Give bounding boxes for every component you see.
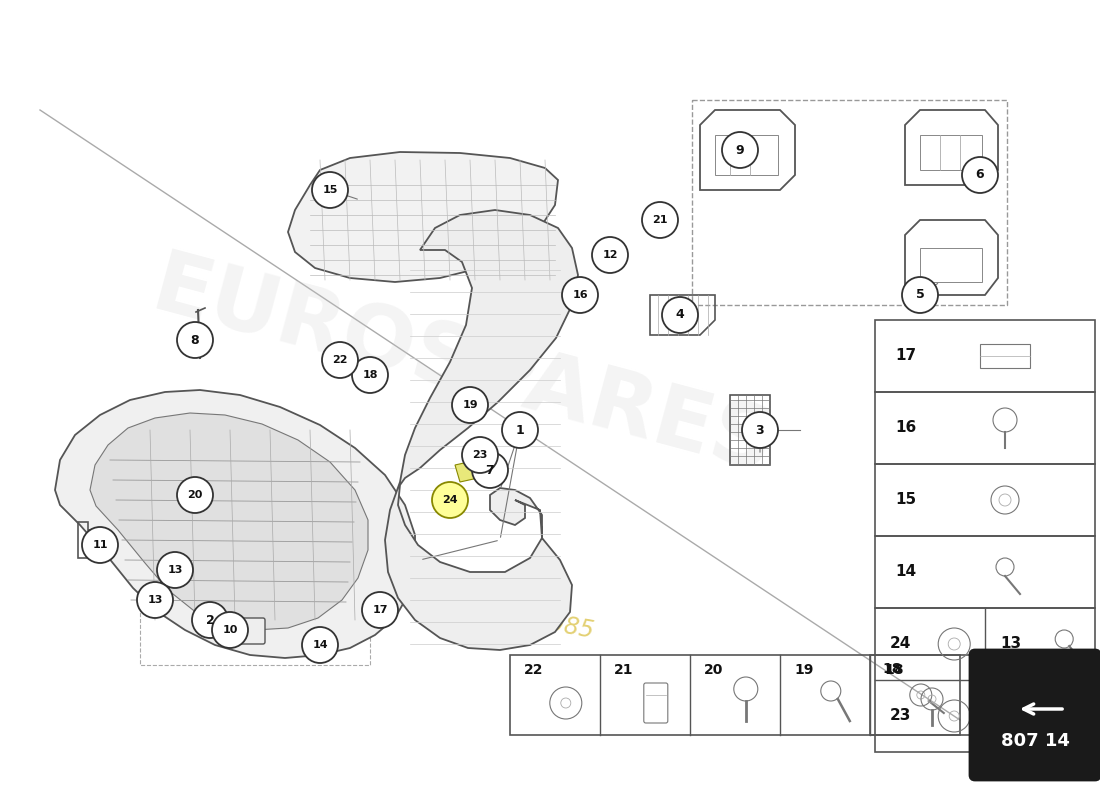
Text: 11: 11 xyxy=(92,540,108,550)
Text: 17: 17 xyxy=(372,605,387,615)
Text: 15: 15 xyxy=(322,185,338,195)
Text: 807 14: 807 14 xyxy=(1001,733,1069,750)
Text: 6: 6 xyxy=(976,169,984,182)
Circle shape xyxy=(562,277,598,313)
Circle shape xyxy=(962,157,998,193)
Circle shape xyxy=(322,342,358,378)
Text: 18: 18 xyxy=(882,662,902,676)
Text: 4: 4 xyxy=(675,309,684,322)
Text: 20: 20 xyxy=(187,490,202,500)
Circle shape xyxy=(432,482,468,518)
Text: 18: 18 xyxy=(362,370,377,380)
Circle shape xyxy=(192,602,228,638)
Circle shape xyxy=(502,412,538,448)
Circle shape xyxy=(452,387,488,423)
Circle shape xyxy=(662,297,698,333)
Text: 7: 7 xyxy=(485,463,494,477)
Circle shape xyxy=(302,627,338,663)
Text: 22: 22 xyxy=(524,663,543,677)
Text: 17: 17 xyxy=(895,349,916,363)
Text: 13: 13 xyxy=(1000,637,1021,651)
Text: 20: 20 xyxy=(704,663,724,677)
Circle shape xyxy=(177,322,213,358)
Text: 5: 5 xyxy=(915,289,924,302)
Text: 16: 16 xyxy=(572,290,587,300)
Circle shape xyxy=(352,357,388,393)
FancyBboxPatch shape xyxy=(970,650,1100,780)
Text: 14: 14 xyxy=(895,565,916,579)
Text: 13: 13 xyxy=(147,595,163,605)
Text: 18: 18 xyxy=(884,663,903,677)
Text: 21: 21 xyxy=(614,663,634,677)
Bar xyxy=(870,655,970,735)
Text: EUROSPARES: EUROSPARES xyxy=(143,246,781,490)
Text: 16: 16 xyxy=(895,421,916,435)
Text: 14: 14 xyxy=(312,640,328,650)
Circle shape xyxy=(592,237,628,273)
Text: 15: 15 xyxy=(895,493,916,507)
Text: 24: 24 xyxy=(890,637,912,651)
Circle shape xyxy=(902,277,938,313)
Polygon shape xyxy=(55,390,415,658)
Bar xyxy=(510,655,960,735)
Polygon shape xyxy=(90,413,368,630)
Text: 19: 19 xyxy=(794,663,813,677)
Text: 21: 21 xyxy=(652,215,668,225)
Text: 2: 2 xyxy=(206,614,214,626)
Polygon shape xyxy=(455,455,505,482)
Bar xyxy=(874,536,1094,608)
Bar xyxy=(874,464,1094,536)
Text: 3: 3 xyxy=(756,423,764,437)
Text: 1: 1 xyxy=(516,423,525,437)
Text: 19: 19 xyxy=(462,400,477,410)
Text: 24: 24 xyxy=(442,495,458,505)
Polygon shape xyxy=(288,152,558,282)
Circle shape xyxy=(138,582,173,618)
Text: 23: 23 xyxy=(890,709,912,723)
Bar xyxy=(980,344,1030,368)
Text: 8: 8 xyxy=(190,334,199,346)
Circle shape xyxy=(177,477,213,513)
Bar xyxy=(874,392,1094,464)
Bar xyxy=(874,320,1094,392)
Text: 12: 12 xyxy=(1000,709,1021,723)
FancyBboxPatch shape xyxy=(226,618,265,644)
Polygon shape xyxy=(385,210,578,650)
Circle shape xyxy=(472,452,508,488)
Circle shape xyxy=(362,592,398,628)
Circle shape xyxy=(312,172,348,208)
Text: 12: 12 xyxy=(603,250,618,260)
Text: 13: 13 xyxy=(167,565,183,575)
Text: a passion for parts since 1985: a passion for parts since 1985 xyxy=(240,557,596,643)
Circle shape xyxy=(212,612,248,648)
Circle shape xyxy=(82,527,118,563)
Text: 9: 9 xyxy=(736,143,745,157)
Text: 22: 22 xyxy=(332,355,348,365)
Circle shape xyxy=(742,412,778,448)
Circle shape xyxy=(642,202,678,238)
Text: 10: 10 xyxy=(222,625,238,635)
Circle shape xyxy=(157,552,192,588)
Bar xyxy=(874,608,1094,752)
Circle shape xyxy=(462,437,498,473)
Circle shape xyxy=(722,132,758,168)
Text: 23: 23 xyxy=(472,450,487,460)
